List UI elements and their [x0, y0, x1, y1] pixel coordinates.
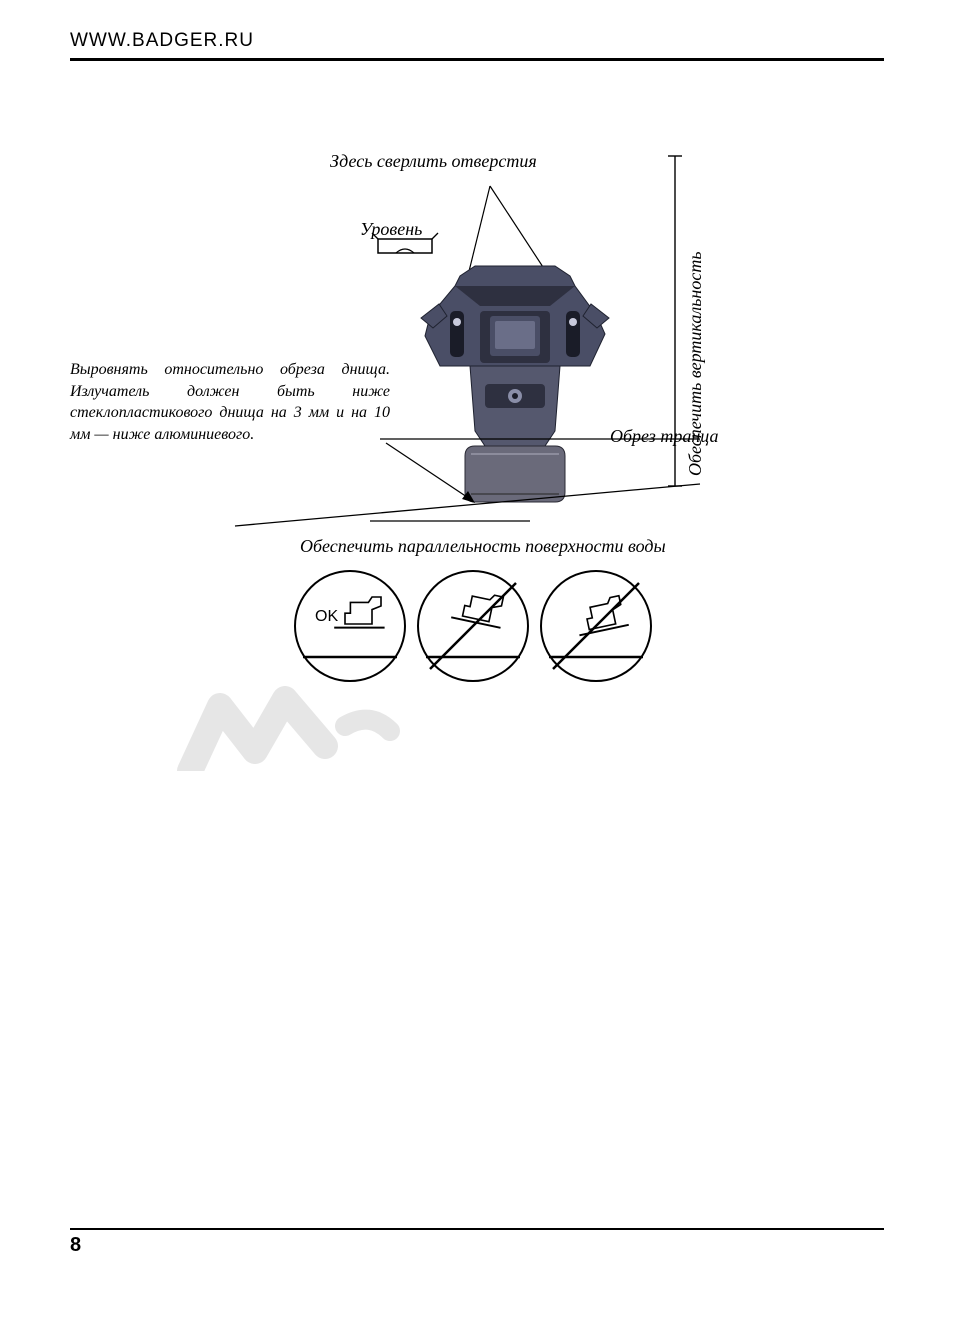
page-header: WWW.BADGER.RU [70, 30, 884, 61]
label-level: Уровень [360, 219, 422, 240]
label-transom-edge: Обрез транца [610, 426, 718, 447]
page-footer: 8 [70, 1228, 884, 1257]
diagram-area: OK [70, 151, 884, 891]
header-site: WWW.BADGER.RU [70, 30, 254, 51]
page-number: 8 [70, 1234, 81, 1256]
label-parallel: Обеспечить параллельность поверхности во… [300, 536, 666, 557]
ok-label: OK [315, 608, 338, 625]
installation-diagram: OK [70, 151, 884, 771]
label-drill-here: Здесь сверлить отверстия [330, 151, 537, 172]
document-page: WWW.BADGER.RU [0, 0, 954, 1317]
label-alignment-note: Выровнять относительно обреза днища. Изл… [70, 359, 390, 445]
